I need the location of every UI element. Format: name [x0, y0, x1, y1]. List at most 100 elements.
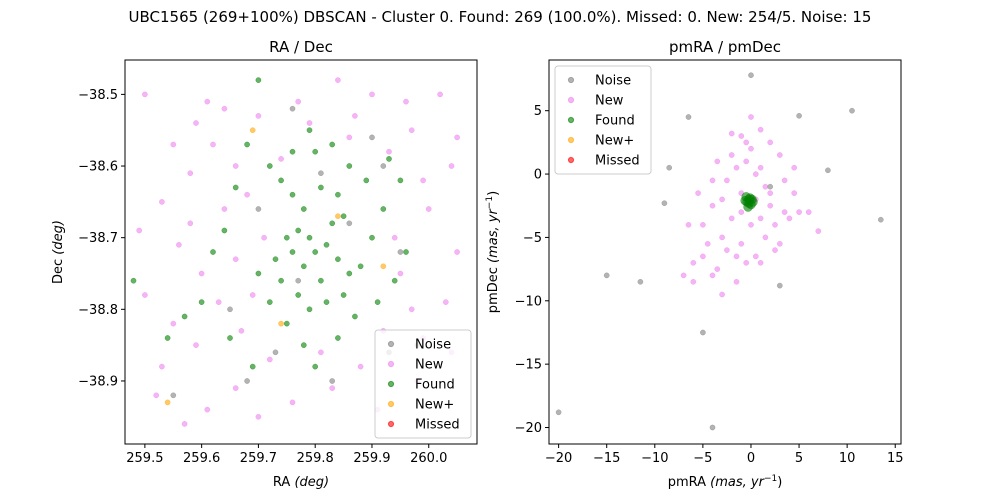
y-tick-label: −38.9 [78, 374, 118, 389]
legend-marker-found [567, 116, 575, 124]
point-new [397, 270, 404, 277]
point-found [329, 220, 336, 227]
point-new [757, 164, 764, 171]
point-found [266, 299, 273, 305]
point-new [786, 215, 793, 222]
point-noise [748, 72, 754, 79]
point-new [748, 114, 754, 120]
plot-title: RA / Dec [269, 38, 333, 56]
point-found [283, 320, 290, 327]
point-new [329, 385, 336, 391]
point-noise [685, 114, 692, 120]
point-found [255, 270, 262, 277]
point-new [232, 163, 239, 169]
point-new [714, 158, 721, 165]
point-found [335, 191, 341, 198]
point-found [340, 292, 347, 298]
point-new [261, 234, 267, 241]
point-new [170, 141, 177, 148]
point-found [374, 299, 381, 305]
y-tick-label: 0 [534, 168, 542, 183]
legend-marker-new [567, 136, 575, 144]
point-noise [289, 105, 296, 112]
legend-label-noise: Noise [595, 74, 631, 89]
x-axis-label: pmRA (mas, yr−1) [668, 474, 783, 490]
point-found [335, 335, 341, 341]
point-new [719, 196, 725, 203]
point-new [335, 213, 341, 220]
legend-box [374, 329, 472, 439]
point-new [757, 126, 764, 133]
point-new [709, 177, 716, 184]
point-found [323, 299, 330, 305]
point-new [724, 247, 730, 253]
point-new [215, 299, 222, 305]
point-found [232, 184, 239, 191]
legend-label-new: New [415, 358, 444, 373]
point-new [762, 183, 769, 190]
point-new [728, 152, 735, 158]
point-new [748, 145, 754, 152]
y-tick-label: −15 [515, 358, 542, 373]
point-new [193, 120, 199, 126]
point-found [312, 148, 319, 155]
legend-box [554, 65, 652, 175]
point-new [266, 356, 273, 363]
point-noise [227, 306, 233, 313]
y-axis-label: pmDec (mas, yr−1) [485, 191, 501, 313]
point-new [278, 156, 284, 162]
legend-label-noise: Noise [415, 338, 451, 353]
point-new [748, 221, 754, 228]
x-tick-label: 5 [795, 451, 803, 466]
point-noise [661, 200, 668, 207]
y-tick-label: 5 [534, 104, 542, 119]
legend-label-missed: Missed [415, 418, 460, 433]
point-new [204, 406, 211, 413]
point-new [278, 320, 284, 327]
suptitle: UBC1565 (269+100%) DBSCAN - Cluster 0. F… [129, 8, 872, 26]
point-new [767, 202, 774, 209]
x-tick-label: 15 [887, 451, 904, 466]
point-new [289, 399, 296, 406]
x-tick-label: −15 [593, 451, 620, 466]
point-new [159, 199, 165, 205]
point-new [420, 177, 426, 184]
point-new [738, 133, 745, 139]
point-new [221, 206, 228, 212]
point-new [164, 399, 171, 406]
point-new [767, 190, 774, 196]
point-new [181, 421, 188, 427]
point-new [709, 202, 716, 209]
point-noise [329, 378, 336, 384]
x-tick-label: 0 [747, 451, 755, 466]
point-new [743, 139, 750, 146]
point-new [249, 127, 256, 134]
legend-label-missed: Missed [595, 154, 640, 169]
point-new [728, 130, 735, 137]
y-tick-label: −10 [515, 294, 542, 309]
point-new [781, 177, 788, 184]
point-new [255, 113, 262, 119]
point-noise [877, 216, 884, 223]
point-new [733, 253, 740, 260]
x-tick-label: 10 [839, 451, 856, 466]
point-noise [796, 112, 802, 119]
legend-marker-new [567, 96, 575, 104]
point-found [352, 313, 358, 320]
point-new [357, 363, 364, 370]
point-new [176, 241, 182, 248]
point-found [227, 335, 233, 341]
point-new [680, 272, 687, 279]
point-noise [255, 206, 262, 212]
point-new [442, 299, 449, 305]
point-new [762, 234, 769, 241]
point-found [363, 177, 370, 184]
point-found [318, 184, 324, 191]
axes-frame [124, 59, 478, 445]
point-new [757, 215, 764, 222]
point-found [210, 249, 216, 255]
point-new [210, 141, 216, 148]
x-tick-label: 259.9 [353, 451, 390, 466]
point-new [772, 247, 778, 253]
y-tick-label: −38.7 [78, 231, 118, 246]
